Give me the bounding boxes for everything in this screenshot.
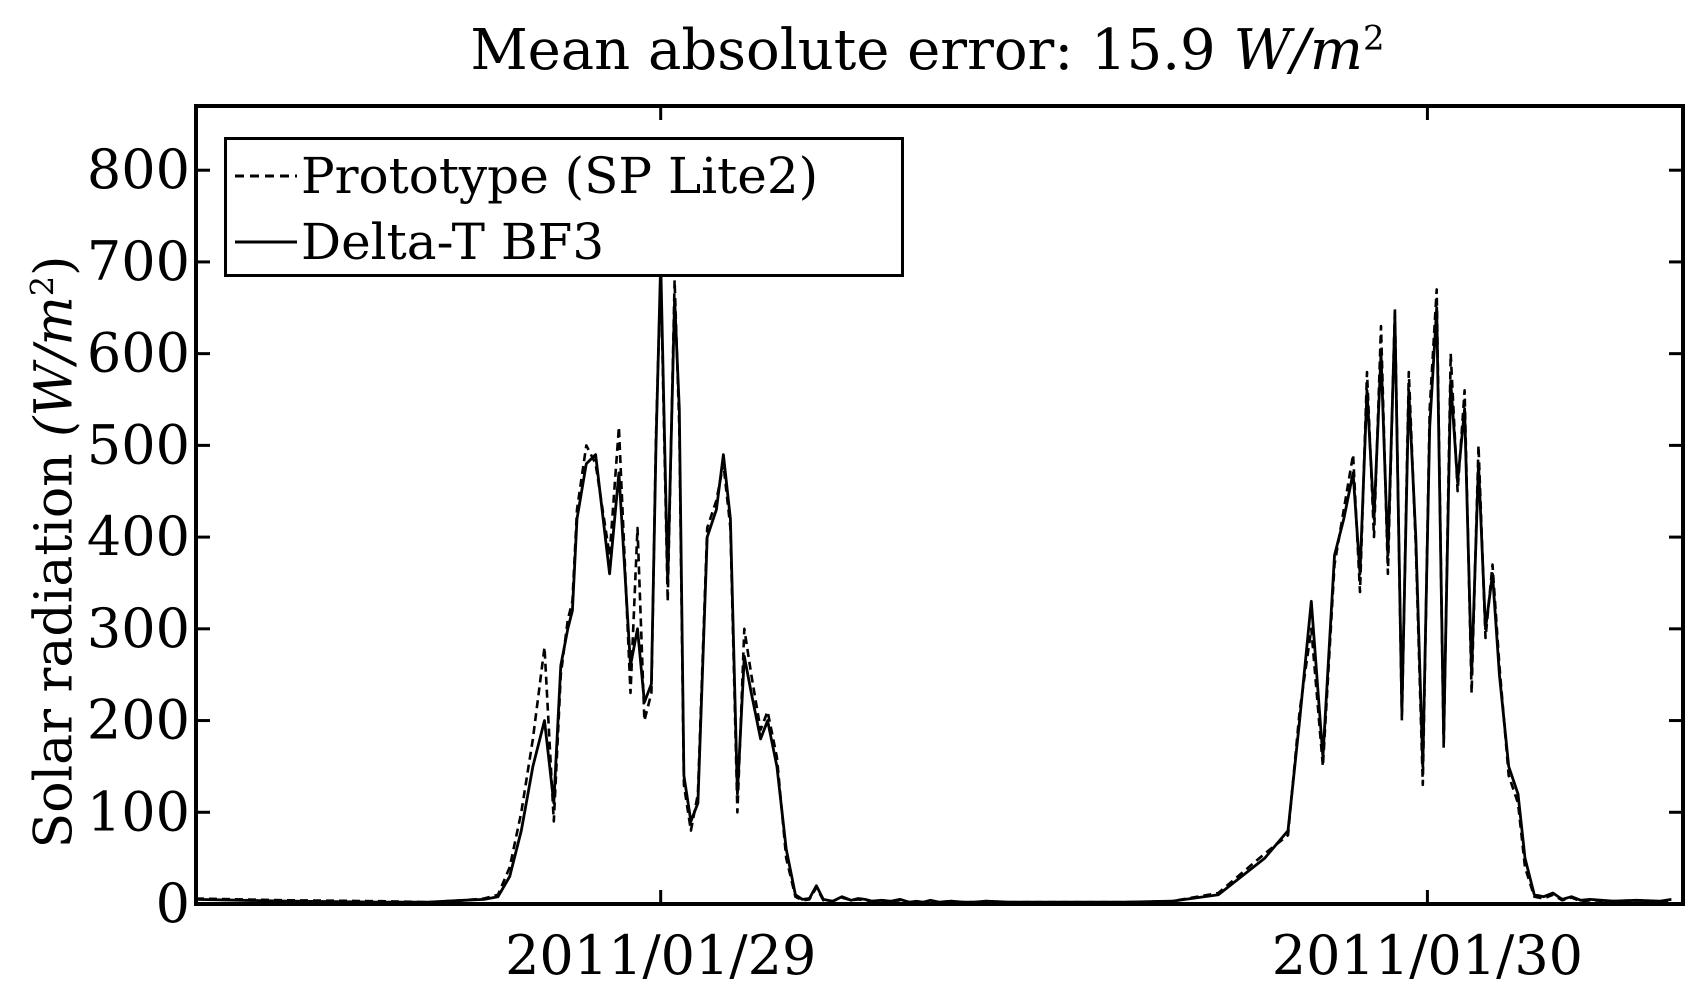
x-tick-label: 2011/01/29 bbox=[505, 924, 816, 987]
y-tick-label: 300 bbox=[87, 597, 190, 660]
title-unit-exponent: 2 bbox=[1363, 18, 1385, 59]
legend-entry-deltat: Delta-T BF3 bbox=[235, 210, 604, 274]
series-line-prototype bbox=[195, 269, 1672, 904]
y-label-close: ) bbox=[24, 255, 85, 276]
y-axis-label: Solar radiation (W/m2) bbox=[23, 256, 84, 849]
y-tick-label: 600 bbox=[87, 322, 190, 385]
y-label-prefix: Solar radiation bbox=[24, 453, 85, 849]
legend-label-prototype: Prototype (SP Lite2) bbox=[301, 147, 819, 205]
y-tick-label: 400 bbox=[87, 505, 190, 568]
y-tick-label: 0 bbox=[156, 872, 190, 935]
legend-label-deltat: Delta-T BF3 bbox=[301, 213, 605, 271]
y-tick-label: 800 bbox=[87, 138, 190, 201]
plot-frame bbox=[194, 104, 1685, 906]
x-tick-label: 2011/01/30 bbox=[1272, 924, 1583, 987]
title-prefix: Mean absolute error: 15.9 bbox=[470, 18, 1216, 83]
title-unit: W/m bbox=[1233, 18, 1364, 83]
y-tick-label: 200 bbox=[87, 689, 190, 752]
y-tick-label: 700 bbox=[87, 230, 190, 293]
legend-solid-line-swatch bbox=[235, 240, 297, 244]
y-tick-label: 100 bbox=[87, 780, 190, 843]
y-label-unit: (W/m bbox=[24, 296, 85, 437]
legend-dashed-line-swatch bbox=[235, 174, 297, 178]
legend: Prototype (SP Lite2) Delta-T BF3 bbox=[224, 137, 904, 277]
legend-entry-prototype: Prototype (SP Lite2) bbox=[235, 144, 818, 208]
y-tick-label: 500 bbox=[87, 413, 190, 476]
y-label-unit-exponent: 2 bbox=[23, 275, 62, 297]
chart-title: Mean absolute error: 15.9 W/m2 bbox=[180, 18, 1675, 83]
